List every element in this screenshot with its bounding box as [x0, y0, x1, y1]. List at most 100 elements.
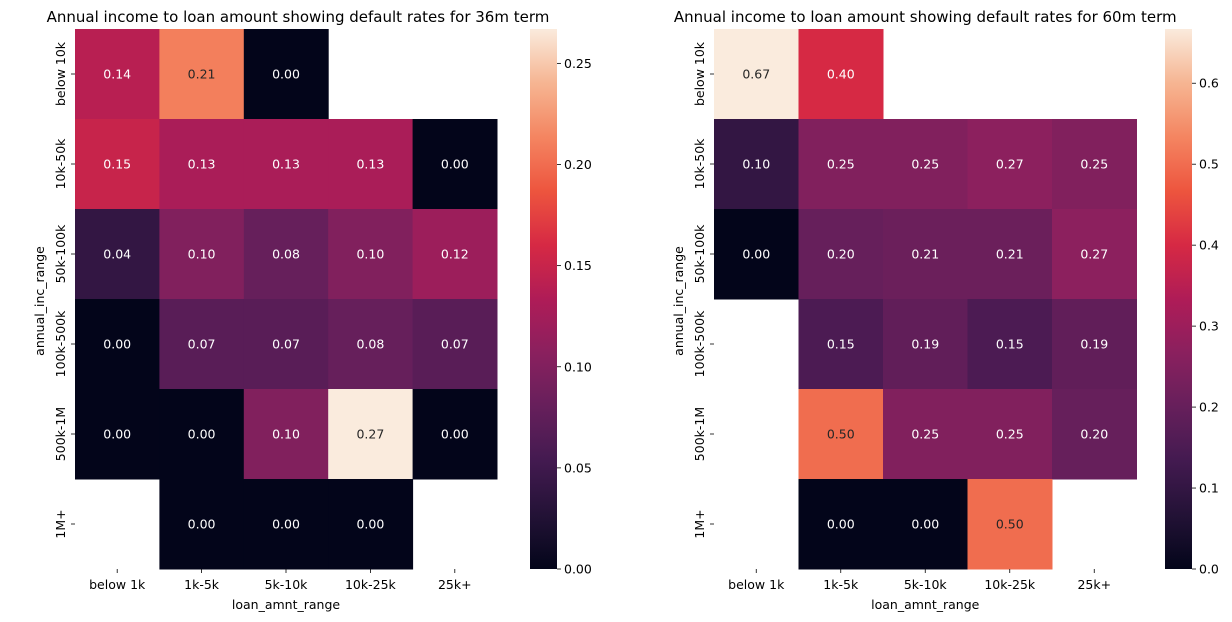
cell-value-label: 0.21 — [911, 247, 939, 262]
x-tick-label: below 1k — [728, 577, 785, 592]
colorbar-tick-label: 0.6 — [1199, 76, 1219, 91]
x-tick-label: 10k-25k — [984, 577, 1036, 592]
cell-value-label: 0.25 — [911, 427, 939, 442]
heatmap-cell — [328, 479, 414, 570]
cell-value-label: 0.00 — [911, 517, 939, 532]
heatmap-cell — [883, 479, 968, 570]
heatmap-cell — [412, 299, 498, 390]
cell-value-label: 0.10 — [188, 247, 216, 262]
heatmap-cell — [75, 119, 160, 210]
heatmap-cell — [714, 29, 799, 120]
heatmap-cell — [75, 209, 160, 300]
heatmap-cell — [159, 119, 245, 210]
heatmap-cell — [1052, 119, 1137, 210]
cell-value-label: 0.00 — [356, 517, 384, 532]
x-tick-label: 1k-5k — [823, 577, 859, 592]
cell-value-label: 0.13 — [356, 157, 384, 172]
cell-value-label: 0.27 — [996, 157, 1024, 172]
heatmap-cell — [714, 209, 799, 300]
y-tick-label: 10k-50k — [53, 138, 68, 190]
heatmap-cell — [798, 389, 884, 480]
cell-value-label: 0.08 — [272, 247, 300, 262]
cell-value-label: 0.00 — [103, 337, 131, 352]
x-tick-label: 5k-10k — [904, 577, 948, 592]
heatmap-cell — [714, 119, 799, 210]
heatmap-cell — [412, 389, 498, 480]
cell-value-label: 0.25 — [911, 157, 939, 172]
cell-value-label: 0.19 — [1080, 337, 1108, 352]
colorbar-tick-label: 0.20 — [564, 157, 592, 172]
colorbar-tick-label: 0.5 — [1199, 157, 1219, 172]
heatmap-cell — [243, 29, 329, 120]
cell-value-label: 0.08 — [356, 337, 384, 352]
heatmap-cell — [328, 299, 414, 390]
heatmap-cell — [883, 389, 968, 480]
cell-value-label: 0.07 — [272, 337, 300, 352]
colorbar-tick-label: 0.00 — [564, 562, 592, 577]
cell-value-label: 0.50 — [996, 517, 1024, 532]
heatmap-cell — [243, 299, 329, 390]
heatmap-cell — [798, 119, 884, 210]
heatmap-panel-1: Annual income to loan amount showing def… — [32, 8, 592, 612]
y-tick-label: 500k-1M — [53, 407, 68, 461]
x-tick-label: below 1k — [89, 577, 146, 592]
heatmap-cell — [798, 479, 884, 570]
cell-value-label: 0.25 — [996, 427, 1024, 442]
heatmap-cell — [75, 299, 160, 390]
cell-value-label: 0.27 — [1080, 247, 1108, 262]
cell-value-label: 0.00 — [103, 427, 131, 442]
cell-value-label: 0.27 — [356, 427, 384, 442]
cell-value-label: 0.40 — [827, 67, 855, 82]
heatmap-cell — [159, 209, 245, 300]
cell-value-label: 0.13 — [188, 157, 216, 172]
heatmap-cell — [243, 389, 329, 480]
heatmap-cell — [1052, 299, 1137, 390]
heatmap-panel-2: Annual income to loan amount showing def… — [671, 8, 1219, 612]
cell-value-label: 0.00 — [188, 427, 216, 442]
colorbar-tick-label: 0.2 — [1199, 400, 1219, 415]
heatmap-cell — [159, 479, 245, 570]
cell-value-label: 0.67 — [742, 67, 770, 82]
colorbar-tick-label: 0.3 — [1199, 319, 1219, 334]
y-tick-label: 1M+ — [53, 509, 68, 538]
y-axis-label: annual_inc_range — [32, 246, 47, 356]
cell-value-label: 0.15 — [103, 157, 131, 172]
colorbar — [530, 29, 557, 569]
cell-value-label: 0.07 — [441, 337, 469, 352]
heatmap-cell — [798, 29, 884, 120]
heatmap-cell — [967, 299, 1053, 390]
heatmap-cell — [883, 299, 968, 390]
x-tick-label: 25k+ — [1077, 577, 1111, 592]
chart-title: Annual income to loan amount showing def… — [674, 8, 1177, 26]
cell-value-label: 0.19 — [911, 337, 939, 352]
heatmap-cell — [243, 209, 329, 300]
heatmap-cell — [967, 479, 1053, 570]
cell-value-label: 0.04 — [103, 247, 131, 262]
cell-value-label: 0.13 — [272, 157, 300, 172]
heatmap-cell — [75, 29, 160, 120]
colorbar-tick-label: 0.1 — [1199, 481, 1219, 496]
y-tick-label: 100k-500k — [53, 310, 68, 377]
cell-value-label: 0.10 — [356, 247, 384, 262]
heatmap-cell — [328, 209, 414, 300]
cell-value-label: 0.25 — [827, 157, 855, 172]
heatmap-cell — [412, 119, 498, 210]
colorbar — [1165, 29, 1192, 569]
cell-value-label: 0.50 — [827, 427, 855, 442]
heatmap-cell — [243, 479, 329, 570]
x-tick-label: 25k+ — [438, 577, 472, 592]
heatmap-cell — [1052, 389, 1137, 480]
cell-value-label: 0.12 — [441, 247, 469, 262]
x-axis-label: loan_amnt_range — [871, 597, 980, 612]
colorbar-tick-label: 0.10 — [564, 359, 592, 374]
x-tick-label: 10k-25k — [345, 577, 397, 592]
heatmap-cell — [1052, 209, 1137, 300]
cell-value-label: 0.10 — [272, 427, 300, 442]
y-tick-label: 100k-500k — [692, 310, 707, 377]
cell-value-label: 0.15 — [996, 337, 1024, 352]
heatmap-cell — [328, 389, 414, 480]
heatmap-cell — [412, 209, 498, 300]
cell-value-label: 0.25 — [1080, 157, 1108, 172]
heatmap-cell — [967, 389, 1053, 480]
